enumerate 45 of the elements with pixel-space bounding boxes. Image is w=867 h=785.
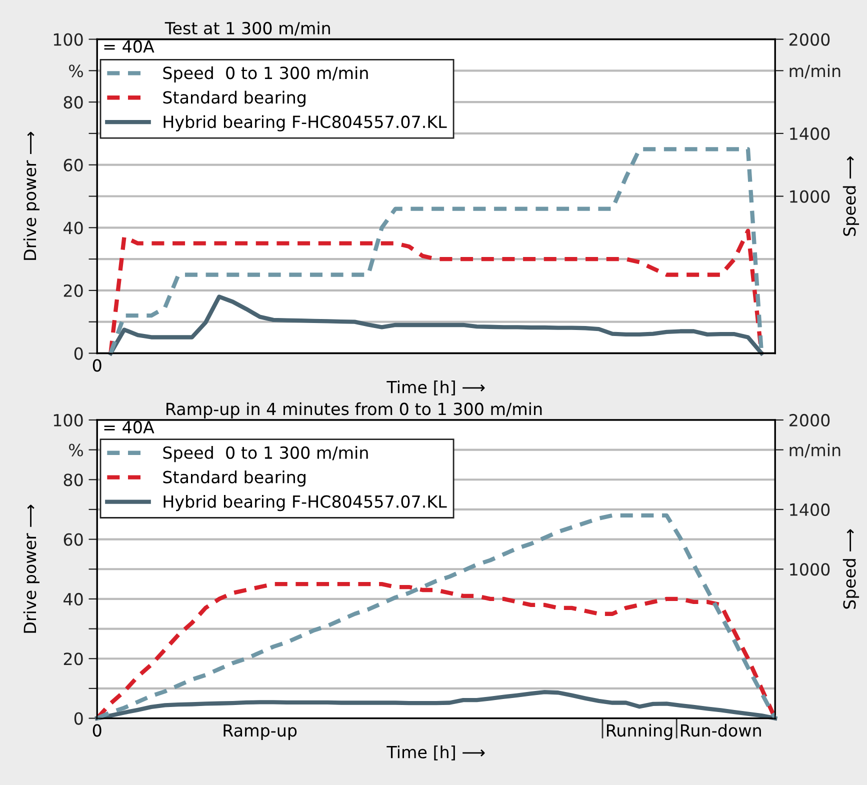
y2-tick-label: 1000: [790, 563, 830, 576]
legend-label: Hybrid bearing F-HC804557.07.KL: [164, 115, 447, 132]
line-series: [108, 294, 764, 356]
x-tick-label: 0: [92, 724, 102, 737]
x-axis-title: Time [h] ⟶: [386, 380, 485, 396]
y-tick-label: 80: [64, 474, 83, 486]
y-tick-label: 100: [54, 33, 83, 46]
y2-tick-label: m/min: [790, 443, 840, 458]
y2-tick-label: m/min: [790, 64, 840, 79]
y-tick-label: 0: [74, 347, 83, 360]
x-axis-title: Time [h] ⟶: [386, 746, 485, 760]
line-series: [108, 147, 764, 356]
chart-title: Test at 1 300 m/min: [164, 22, 330, 36]
y2-tick-label: 2000: [790, 33, 830, 46]
annotation: = 40A: [104, 420, 154, 434]
x-tick-label: Running: [606, 724, 672, 740]
x-tick-label: Run-down: [681, 724, 761, 737]
y-tick-label: 60: [64, 158, 83, 172]
y-axis-title: Drive power ⟶: [23, 504, 40, 633]
y-tick-label: 80: [64, 96, 83, 109]
x-tick-label: Ramp-up: [224, 724, 297, 740]
legend-label: Hybrid bearing F-HC804557.07.KL: [164, 494, 447, 512]
y-tick-label: 40: [64, 222, 83, 234]
legend-label: Speed 0 to 1 300 m/min: [163, 446, 368, 462]
chart-title: Ramp-up in 4 minutes from 0 to 1 300 m/min: [166, 402, 542, 418]
legend-label: Speed 0 to 1 300 m/min: [163, 66, 368, 82]
y-tick-label: %: [68, 444, 83, 456]
legend-label: Standard bearing: [163, 470, 306, 487]
y-tick-label: 100: [54, 414, 83, 427]
y2-axis-title: Speed ⟶: [842, 156, 860, 236]
legend-label: Standard bearing: [163, 90, 306, 107]
annotation: = 40A: [104, 40, 154, 53]
y-axis-title: Drive power ⟶: [23, 132, 40, 260]
y-tick-label: 0: [74, 712, 83, 725]
y-tick-label: 20: [64, 284, 83, 298]
y-tick-label: 60: [64, 533, 83, 546]
y2-tick-label: 2000: [790, 414, 830, 427]
y2-tick-label: 1400: [790, 127, 830, 140]
line-series: [108, 228, 764, 356]
y-tick-label: 40: [64, 592, 83, 606]
y-tick-label: 20: [64, 652, 83, 666]
y-tick-label: %: [68, 64, 83, 78]
y2-tick-label: 1400: [790, 503, 830, 516]
y2-tick-label: 1000: [790, 190, 830, 203]
y2-axis-title: Speed ⟶: [842, 529, 860, 609]
